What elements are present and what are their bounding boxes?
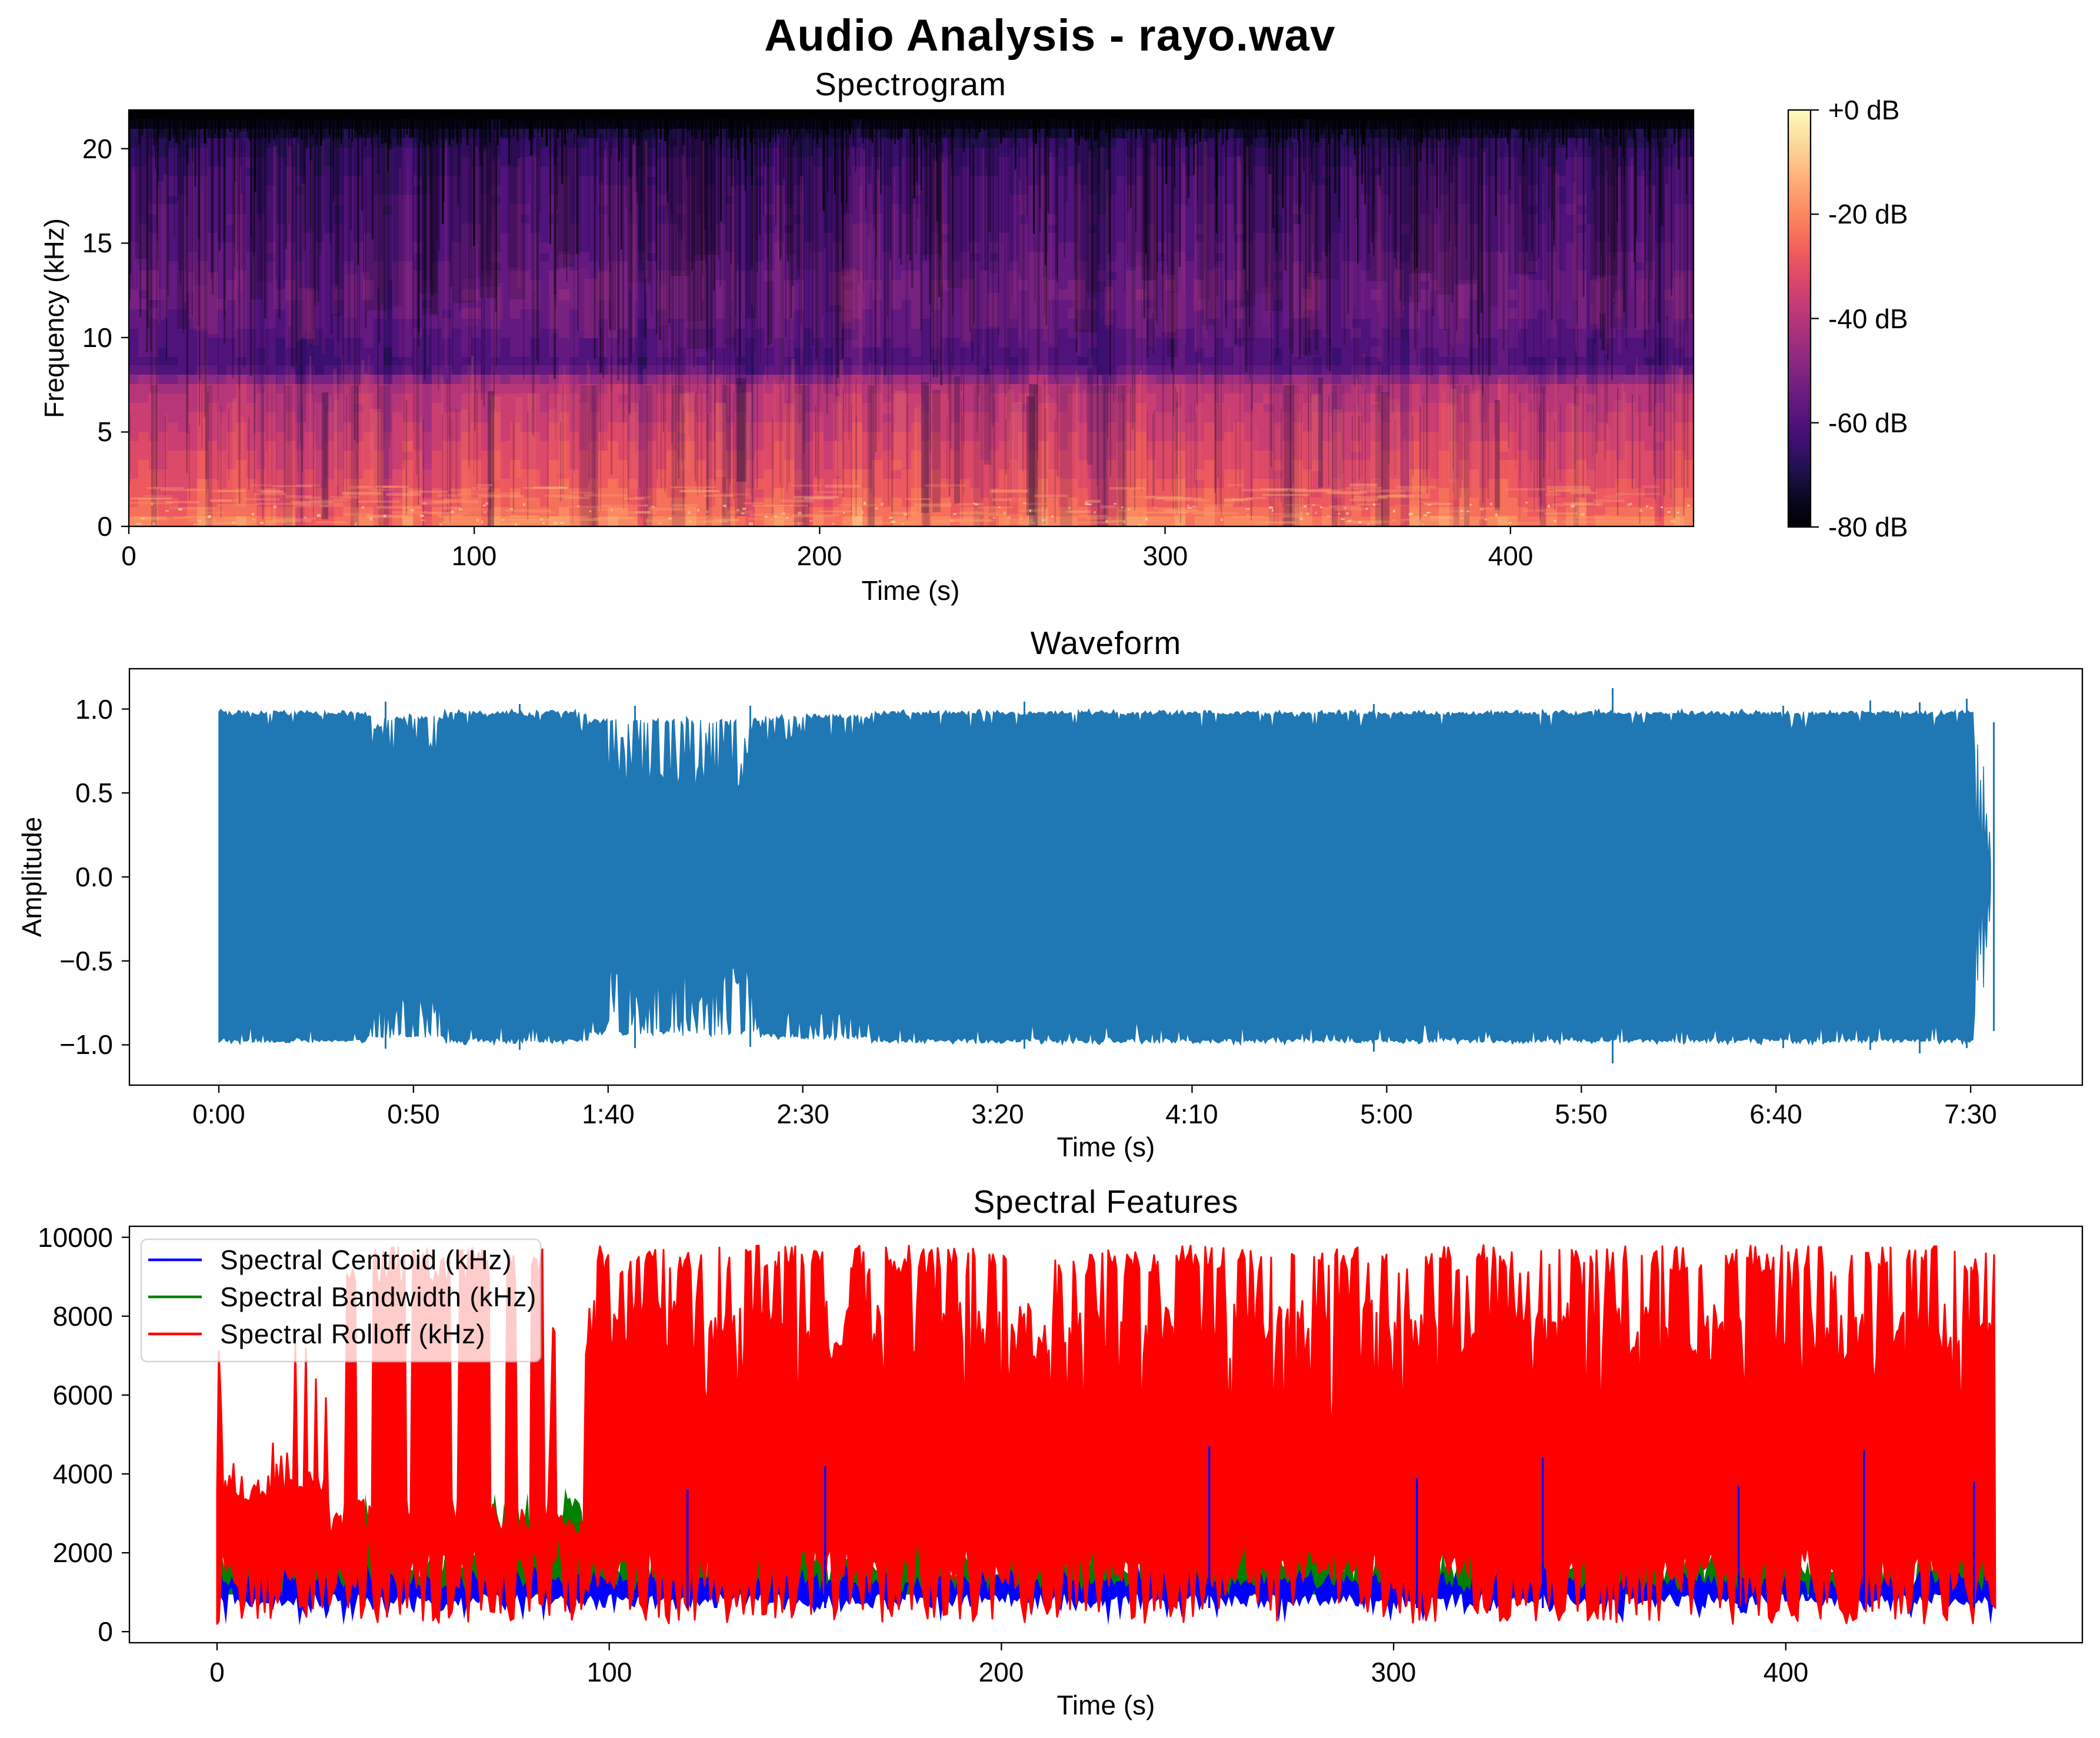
svg-text:0: 0 — [98, 1616, 113, 1647]
svg-text:200: 200 — [797, 541, 842, 571]
svg-text:7:30: 7:30 — [1944, 1099, 1997, 1129]
svg-text:20: 20 — [82, 134, 112, 164]
svg-text:400: 400 — [1764, 1657, 1809, 1687]
svg-text:100: 100 — [587, 1657, 632, 1687]
svg-text:400: 400 — [1488, 541, 1534, 571]
svg-text:2000: 2000 — [53, 1537, 113, 1568]
svg-text:0: 0 — [97, 511, 112, 542]
svg-text:0:50: 0:50 — [387, 1099, 440, 1129]
svg-text:Frequency (kHz): Frequency (kHz) — [39, 218, 69, 418]
svg-text:8000: 8000 — [53, 1301, 113, 1332]
svg-text:6000: 6000 — [53, 1380, 113, 1410]
svg-text:Waveform: Waveform — [1031, 625, 1182, 661]
svg-text:4000: 4000 — [53, 1459, 113, 1489]
svg-text:5: 5 — [97, 416, 112, 447]
svg-text:-60 dB: -60 dB — [1828, 408, 1908, 438]
svg-text:−1.0: −1.0 — [59, 1029, 113, 1060]
svg-text:300: 300 — [1371, 1657, 1416, 1687]
svg-text:4:10: 4:10 — [1165, 1099, 1218, 1129]
svg-text:-20 dB: -20 dB — [1828, 199, 1908, 229]
svg-text:0: 0 — [121, 541, 136, 571]
svg-text:Spectral Centroid (kHz): Spectral Centroid (kHz) — [220, 1245, 512, 1275]
svg-text:100: 100 — [452, 541, 497, 571]
svg-text:300: 300 — [1143, 541, 1188, 571]
svg-text:-80 dB: -80 dB — [1828, 512, 1908, 542]
svg-text:Spectral Bandwidth (kHz): Spectral Bandwidth (kHz) — [220, 1282, 536, 1312]
svg-text:3:20: 3:20 — [971, 1099, 1024, 1129]
svg-text:5:00: 5:00 — [1360, 1099, 1413, 1129]
svg-text:10000: 10000 — [38, 1222, 113, 1253]
svg-text:15: 15 — [82, 228, 112, 258]
svg-text:0.5: 0.5 — [75, 778, 113, 808]
svg-text:Amplitude: Amplitude — [16, 817, 47, 938]
svg-text:Spectral Rolloff (kHz): Spectral Rolloff (kHz) — [220, 1319, 485, 1349]
svg-text:0.0: 0.0 — [75, 862, 113, 892]
svg-text:Audio Analysis - rayo.wav: Audio Analysis - rayo.wav — [764, 11, 1336, 61]
svg-text:1.0: 1.0 — [75, 694, 113, 725]
svg-text:0:00: 0:00 — [192, 1099, 245, 1129]
svg-text:0: 0 — [209, 1657, 225, 1687]
svg-text:-40 dB: -40 dB — [1828, 303, 1908, 334]
svg-text:5:50: 5:50 — [1555, 1099, 1608, 1129]
svg-text:6:40: 6:40 — [1749, 1099, 1802, 1129]
svg-text:2:30: 2:30 — [776, 1099, 829, 1129]
svg-text:200: 200 — [979, 1657, 1024, 1687]
svg-text:Spectral Features: Spectral Features — [973, 1183, 1238, 1220]
svg-text:1:40: 1:40 — [582, 1099, 635, 1129]
svg-text:Spectrogram: Spectrogram — [815, 66, 1006, 102]
svg-text:Time (s): Time (s) — [1057, 1132, 1155, 1162]
svg-text:+0 dB: +0 dB — [1828, 95, 1900, 125]
svg-text:Time (s): Time (s) — [1057, 1690, 1155, 1720]
svg-text:10: 10 — [82, 322, 112, 353]
svg-text:Time (s): Time (s) — [862, 575, 960, 606]
svg-text:−0.5: −0.5 — [59, 946, 113, 976]
